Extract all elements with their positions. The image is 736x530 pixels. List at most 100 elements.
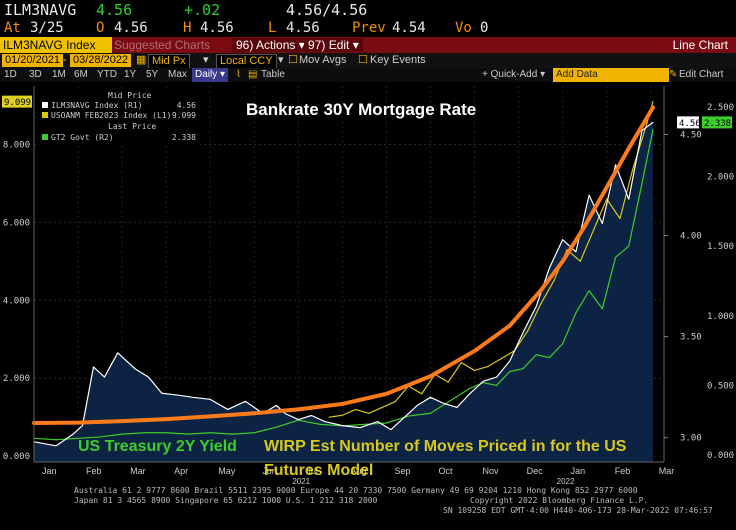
r2-current-value-bg [702,116,732,129]
r2-tick-label: 0.500 [707,381,734,391]
legend-value-mortgage: 4.56 [176,101,196,110]
price-field-select[interactable]: Mid Px [148,54,190,69]
high-value: 4.56 [200,20,234,36]
mortgage-area-fill [34,122,653,463]
actions-menu[interactable]: 96) Actions ▾ [232,37,309,53]
x-tick-label: Sep [394,466,410,476]
legend-value-treasury: 2.338 [171,133,196,142]
edit-menu[interactable]: 97) Edit ▾ [304,37,363,53]
range-1y[interactable]: 1Y [124,69,137,80]
chart-labels: 0.000 2.000 4.000 6.000 8.000 3.00 3.50 4.00 4.5… [2,95,734,486]
actions-number: 96) [236,38,254,52]
legend-name-treasury: GT2 Govt (R2) [51,133,114,142]
frequency-select[interactable]: Daily ▾ [192,68,229,82]
legend-item-treasury[interactable]: GT2 Govt (R2) [42,133,114,142]
r1-current-value: 4.56 [679,119,701,129]
mortgage-line [33,121,654,447]
chart-legend[interactable]: Mid Price ILM3NAVG Index (R1) 4.56 USOAN… [38,90,200,146]
table-button[interactable]: Table [261,69,285,80]
mov-avgs-checkbox[interactable]: ☐ [288,54,298,66]
left-tick-label: 8.000 [3,140,30,150]
footer: Australia 61 2 9777 8600 Brazil 5511 239… [0,486,736,530]
legend-header-mid: Mid Price [108,91,152,100]
legend-item-wirp[interactable]: USOANM FEB2023 Index (L1) [42,111,171,120]
r2-tick-label: 2.500 [707,103,734,113]
end-date-field[interactable]: 03/28/2022 [70,54,132,67]
edit-label: Edit ▾ [328,38,359,52]
ticker[interactable]: ILM3NAVG [4,1,77,19]
edit-number: 97) [308,38,326,52]
annotation-wirp-line2: Futures Model [264,462,373,479]
last-price: 4.56 [96,1,133,19]
trend-line [32,105,655,426]
left-tick-label: 6.000 [3,218,30,228]
mov-avgs-label[interactable]: Mov Avgs [299,54,347,66]
r1-current-value-bg [677,116,699,129]
options-bar: 01/20/2021 - 03/28/2022 ▦ Mid Px ▾ Local… [0,53,736,69]
view-title: Line Chart [672,38,728,52]
table-toggle-icon[interactable]: ▤ [248,69,258,80]
range-max[interactable]: Max [168,69,187,80]
x-tick-label: Jan [42,466,57,476]
range-bar: 1D 3D 1M 6M YTD 1Y 5Y Max Daily ▾ ⌇ ▤ Ta… [0,68,736,82]
range-1m[interactable]: 1M [52,69,66,80]
legend-item-mortgage[interactable]: ILM3NAVG Index (R1) [42,101,143,110]
x-tick-label: Dec [527,466,544,476]
x-tick-label: Aug [350,466,366,476]
x-tick-label: Mar [130,466,146,476]
range-6m[interactable]: 6M [74,69,88,80]
footer-contacts: Australia 61 2 9777 8600 Brazil 5511 239… [74,486,638,495]
left-current-value: 9.099 [4,98,31,108]
legend-swatch-green [42,134,48,140]
r2-current-value: 2.338 [704,119,731,129]
key-events-checkbox[interactable]: ☐ [358,54,368,66]
series-lines [32,101,655,447]
line-chart[interactable]: 0.000 2.000 4.000 6.000 8.000 3.00 3.50 4.00 4.5… [0,82,736,490]
range-3d[interactable]: 3D [29,69,42,80]
suggested-charts-button[interactable]: Suggested Charts [114,38,211,52]
open-value: 4.56 [114,20,148,36]
edit-chart-button[interactable]: Edit Chart [679,69,724,80]
r1-tick-label: 4.50 [680,131,702,141]
x-tick-label: Mar [659,466,675,476]
currency-select[interactable]: Local CCY [216,54,277,69]
x-tick-label: Apr [174,466,188,476]
range-5y[interactable]: 5Y [146,69,159,80]
add-data-input[interactable]: Add Data [553,68,669,82]
treasury-line [33,128,654,441]
start-date-field[interactable]: 01/20/2021 [2,54,64,67]
key-events-label[interactable]: Key Events [370,54,426,66]
x-tick-label: May [218,466,236,476]
chart-title: Bankrate 30Y Mortgage Rate [246,100,476,119]
wirp-line [328,101,654,418]
date-separator-icon: - [63,54,67,66]
edit-chart-icon[interactable]: ✎ [669,69,678,80]
range-ytd[interactable]: YTD [97,69,117,80]
quick-add-button[interactable]: + Quick-Add ▾ [482,69,546,80]
calendar-icon[interactable]: ▦ [136,54,147,66]
currency-chevron-icon[interactable]: ▾ [278,54,284,66]
r2-tick-label: 2.000 [707,173,734,183]
r2-tick-label: 1.000 [707,312,734,322]
annotation-treasury: US Treasury 2Y Yield [78,438,237,455]
legend-header-last: Last Price [108,122,157,131]
prev-label: Prev [352,20,386,36]
range-1d[interactable]: 1D [4,69,17,80]
open-label: O [96,20,105,36]
r1-tick-label: 4.00 [680,232,702,242]
r1-tick-label: 3.00 [680,434,702,444]
low-label: L [268,20,277,36]
x-tick-label: Jan [571,466,586,476]
price-field-chevron-icon[interactable]: ▾ [203,54,209,66]
mortgage-area [34,122,653,463]
chart-type-icon[interactable]: ⌇ [236,69,241,80]
at-label: At [4,20,21,36]
left-tick-label: 4.000 [3,296,30,306]
legend-swatch-yellow [42,112,48,118]
year-label-2021: 2021 [292,477,310,486]
prev-value: 4.54 [392,20,426,36]
legend-swatch-white [42,102,48,108]
x-tick-label: Jul [306,466,318,476]
high-label: H [183,20,192,36]
security-input[interactable]: ILM3NAVG Index [0,37,112,53]
